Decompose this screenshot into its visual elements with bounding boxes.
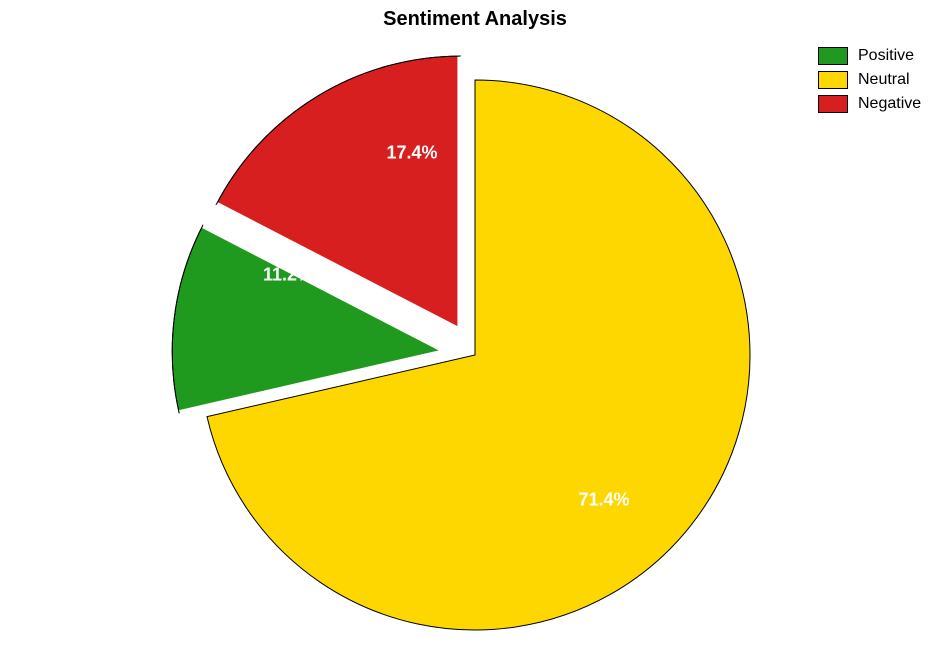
legend-swatch-positive	[818, 47, 848, 65]
pie-chart-container: Sentiment Analysis 71.4%11.2%17.4% Posit…	[0, 0, 950, 662]
slice-label-neutral: 71.4%	[578, 490, 629, 511]
pie-chart-svg	[0, 0, 950, 662]
legend-item-positive: Positive	[818, 47, 921, 65]
legend-label-neutral: Neutral	[858, 71, 910, 89]
legend-swatch-negative	[818, 95, 848, 113]
legend-swatch-neutral	[818, 71, 848, 89]
chart-legend: Positive Neutral Negative	[818, 47, 921, 119]
legend-item-negative: Negative	[818, 95, 921, 113]
legend-item-neutral: Neutral	[818, 71, 921, 89]
legend-label-negative: Negative	[858, 95, 921, 113]
slice-label-negative: 17.4%	[386, 143, 437, 164]
slice-label-positive: 11.2%	[263, 265, 313, 286]
legend-label-positive: Positive	[858, 47, 914, 65]
